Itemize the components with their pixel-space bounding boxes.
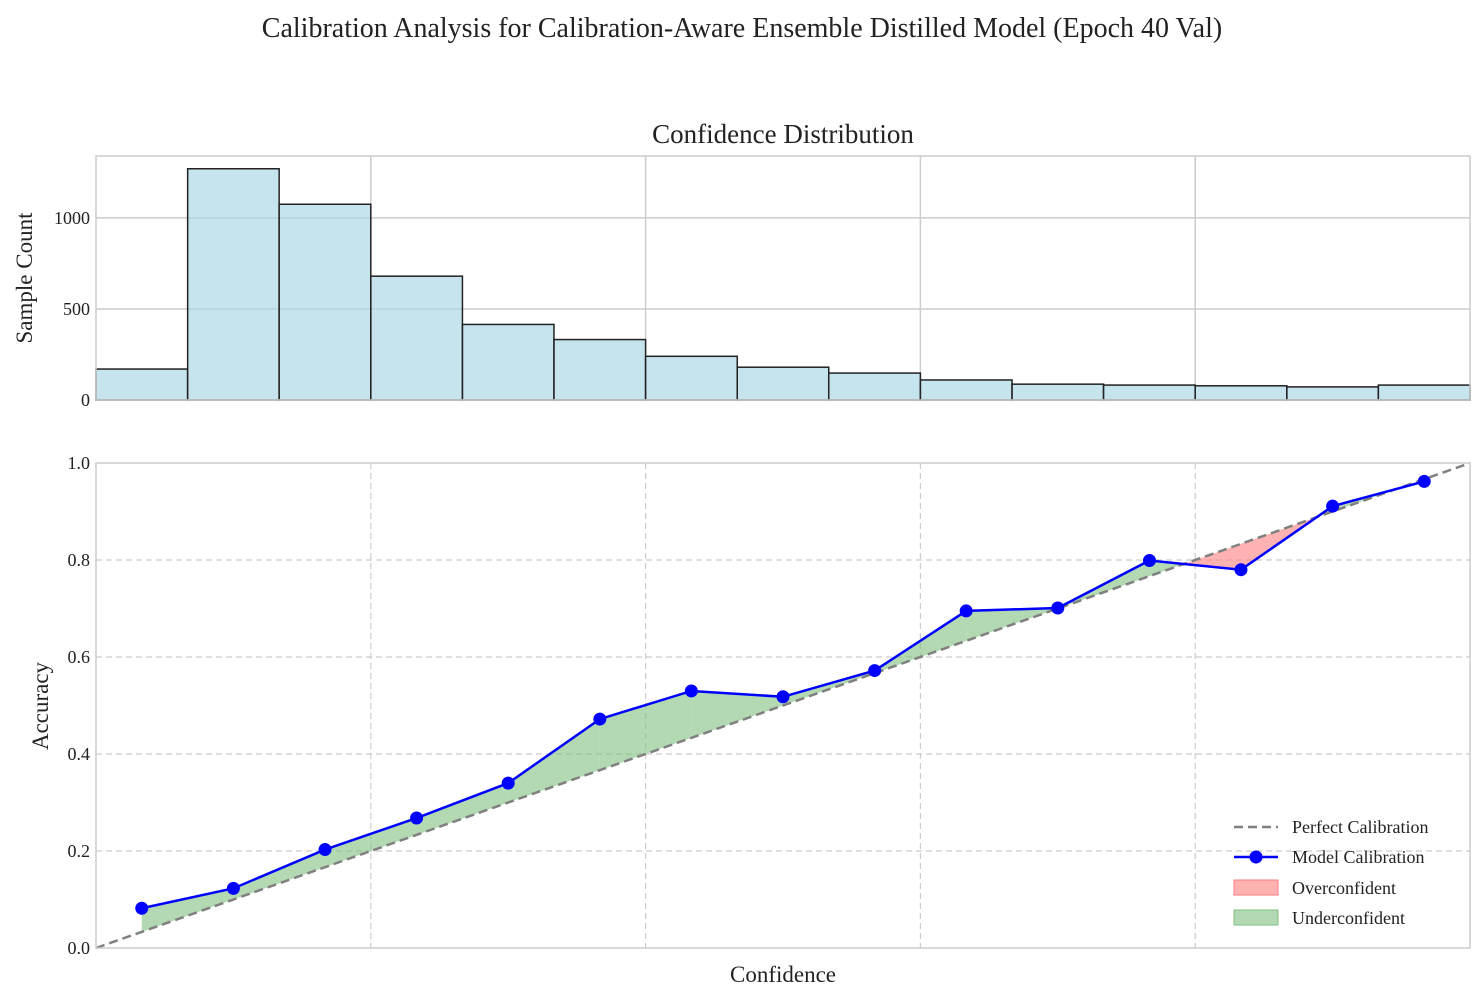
histogram-bar	[1011, 383, 1105, 401]
histogram-y-tick-label: 1000	[54, 208, 90, 228]
histogram-y-tick-label: 0	[81, 390, 90, 410]
underconfident-region	[233, 849, 326, 900]
model-calibration-point	[868, 664, 882, 678]
legend-perfect-label: Perfect Calibration	[1292, 817, 1428, 837]
perfect-calibration-line	[95, 461, 1471, 950]
legend-model-label: Model Calibration	[1292, 847, 1424, 867]
histogram-bar	[1194, 385, 1288, 401]
underconfident-region	[141, 888, 234, 932]
model-calibration-point	[1142, 553, 1156, 567]
histogram-bar	[370, 275, 464, 401]
legend: Perfect Calibration Model Calibration Ov…	[1233, 817, 1428, 928]
legend-overconfident-swatch	[1233, 879, 1279, 896]
reliability-y-tick-label: 1.0	[68, 453, 91, 473]
model-calibration-point	[776, 690, 790, 704]
model-calibration-points	[135, 474, 1431, 915]
legend-underconfident-label: Underconfident	[1292, 908, 1405, 928]
histogram-bar	[1286, 386, 1380, 401]
histogram-y-label: Sample Count	[12, 212, 37, 344]
reliability-y-label: Accuracy	[28, 661, 53, 750]
model-calibration-point	[684, 684, 698, 698]
legend-underconfident-swatch	[1233, 909, 1279, 926]
histogram-y-ticks: 0 500 1000	[54, 208, 90, 410]
underconfident-region	[325, 818, 417, 868]
model-calibration-point	[1326, 499, 1340, 513]
model-calibration-point	[1417, 474, 1431, 488]
histogram-bar	[919, 379, 1013, 401]
reliability-y-tick-label: 0.6	[68, 647, 91, 667]
reliability-x-label: Confidence	[730, 962, 836, 987]
model-calibration-point	[1234, 563, 1248, 577]
legend-overconfident-label: Overconfident	[1292, 878, 1396, 898]
histogram-bars	[95, 167, 1471, 401]
histogram-bar	[1102, 384, 1196, 401]
reliability-y-tick-label: 0.4	[68, 744, 91, 764]
histogram-bar	[461, 323, 555, 401]
legend-model-swatch-marker	[1249, 850, 1263, 864]
histogram-bar	[736, 366, 830, 401]
reliability-y-ticks: 0.0 0.2 0.4 0.6 0.8 1.0	[68, 453, 91, 958]
histogram-title: Confidence Distribution	[652, 119, 914, 149]
reliability-frame	[95, 462, 1471, 949]
model-calibration-point	[410, 811, 424, 825]
model-calibration-point	[959, 604, 973, 618]
underconfident-region	[599, 690, 692, 771]
histogram-bar	[553, 338, 647, 401]
histogram-bar	[644, 355, 738, 401]
overconfident-region	[1183, 543, 1241, 570]
underconfident-region	[691, 690, 783, 738]
histogram-y-tick-label: 500	[63, 299, 90, 319]
histogram-bar	[95, 368, 189, 401]
model-calibration-point	[226, 881, 240, 895]
histogram-bar	[278, 203, 372, 401]
underconfident-region	[508, 719, 600, 803]
reliability-y-tick-label: 0.8	[68, 550, 91, 570]
model-calibration-point	[1051, 601, 1065, 615]
model-calibration-point	[593, 712, 607, 726]
histogram-bar	[828, 372, 922, 401]
histogram-bar	[1377, 384, 1471, 401]
model-calibration-point	[135, 901, 149, 915]
figure-title: Calibration Analysis for Calibration-Awa…	[262, 13, 1222, 44]
model-calibration-point	[318, 843, 332, 857]
reliability-panel: 0.0 0.2 0.4 0.6 0.8 1.0 Accuracy Confidence P…	[28, 453, 1471, 987]
underconfident-region	[416, 783, 509, 835]
histogram-panel: Confidence Distribution 0 500 1000 Sample …	[12, 119, 1471, 410]
model-calibration-point	[501, 776, 515, 790]
reliability-y-tick-label: 0.0	[68, 938, 91, 958]
histogram-frame	[95, 155, 1471, 401]
reliability-y-tick-label: 0.2	[68, 841, 91, 861]
histogram-bar	[186, 167, 280, 401]
